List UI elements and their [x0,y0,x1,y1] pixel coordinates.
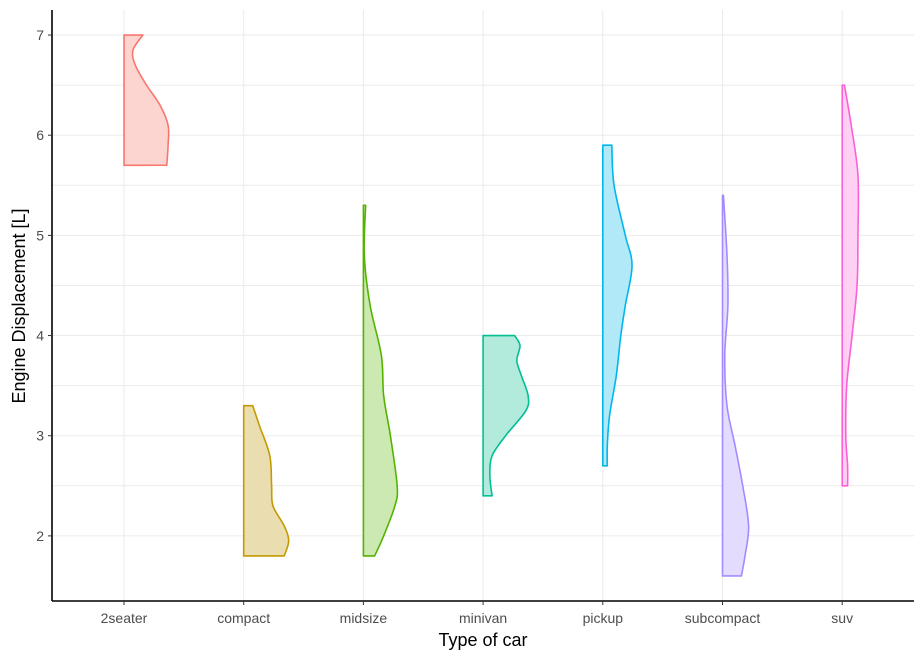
x-tick-label: minivan [459,610,507,626]
y-tick-label: 5 [36,227,44,243]
y-axis-ticks: 2 3 4 5 6 7 [36,27,52,544]
x-tick-label: compact [217,610,270,626]
violin-subcompact [721,194,750,577]
x-tick-label: pickup [583,610,624,626]
x-tick-label: suv [831,610,853,626]
x-tick-label: 2seater [101,610,148,626]
y-tick-label: 3 [36,428,44,444]
y-tick-label: 2 [36,528,44,544]
x-axis-title: Type of car [438,630,527,650]
violin-series [123,34,860,577]
violin-compact [242,404,290,557]
y-tick-label: 4 [36,328,44,344]
violin-2seater [123,34,170,167]
violin-midsize [362,204,399,557]
grid-lines [52,10,914,601]
violin-minivan [482,334,530,497]
violin-suv [841,84,860,487]
x-tick-label: midsize [340,610,388,626]
y-axis-title: Engine Displacement [L] [9,208,29,403]
x-tick-label: subcompact [685,610,761,626]
violin-pickup [602,144,633,467]
y-tick-label: 7 [36,27,44,43]
y-tick-label: 6 [36,127,44,143]
x-axis-ticks: 2seater compact midsize minivan pickup subcom… [101,601,853,626]
